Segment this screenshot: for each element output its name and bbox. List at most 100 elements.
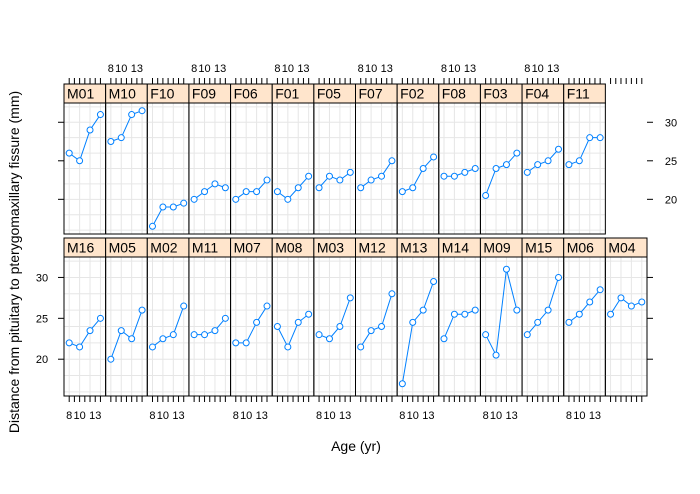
data-point	[430, 278, 438, 286]
y-tick-label-left: 30	[36, 272, 48, 284]
x-tick-label-bottom: 10	[407, 410, 419, 422]
data-point	[565, 161, 573, 169]
strip-label: M16	[67, 240, 94, 256]
strip-label: M12	[359, 240, 386, 256]
panel-m15: M15	[521, 237, 565, 397]
x-tick-label-top: 10	[282, 63, 294, 75]
data-point	[117, 134, 125, 142]
data-point	[502, 265, 510, 273]
data-point	[159, 335, 167, 343]
strip-label: M15	[525, 240, 552, 256]
data-point	[148, 343, 156, 351]
data-point	[315, 331, 323, 339]
panel-m10: M10	[105, 83, 148, 235]
data-point	[242, 339, 250, 347]
panels-layer: M01 M10 F10 F09 F06 F01 F05 F07 F02 F08 F03 F04 F11M…	[63, 83, 648, 397]
data-point	[346, 294, 354, 302]
data-point	[627, 302, 635, 310]
data-point	[159, 203, 167, 211]
series-line	[402, 156, 434, 193]
data-point	[513, 306, 521, 314]
strip-label: F10	[150, 86, 174, 102]
x-tick-label-top: 13	[547, 63, 559, 75]
series-line	[360, 293, 393, 348]
data-point	[398, 188, 406, 196]
data-point	[273, 188, 281, 196]
data-point	[336, 176, 344, 184]
data-point	[346, 168, 354, 176]
data-point	[523, 331, 531, 339]
panel-f02: F02	[396, 83, 440, 235]
x-tick-label-bottom: 8	[233, 410, 239, 422]
panel-f11: F11	[563, 83, 606, 235]
strip-label: M04	[608, 240, 635, 256]
data-point	[273, 323, 281, 330]
data-point	[221, 184, 229, 192]
x-tick-label-bottom: 10	[490, 410, 502, 422]
y-tick-label-right: 20	[665, 194, 677, 206]
data-point	[128, 111, 136, 119]
x-tick-label-bottom: 8	[66, 410, 72, 422]
data-point	[221, 314, 229, 322]
strip-label: M08	[275, 240, 302, 256]
panel-f06: F06	[230, 83, 273, 235]
data-point	[388, 290, 396, 298]
axes-layer: 8 10 13 8 10 13 8 10 13 8 10 13 8 10 13 8 10 138 10 13 8 10 13…	[36, 63, 677, 422]
series-line	[318, 297, 351, 340]
strip-label: M14	[442, 240, 469, 256]
x-tick-label-bottom: 10	[573, 410, 585, 422]
data-point	[315, 184, 323, 192]
x-tick-label-bottom: 8	[149, 410, 155, 422]
data-point	[86, 327, 94, 335]
data-point	[325, 172, 333, 180]
series-line	[235, 305, 268, 344]
x-tick-label-top: 8	[108, 63, 114, 75]
series-line	[276, 313, 309, 349]
data-point	[367, 327, 375, 335]
data-point	[107, 355, 115, 363]
data-point	[169, 331, 177, 339]
data-point	[232, 339, 240, 347]
data-point	[294, 184, 302, 192]
data-point	[388, 157, 396, 165]
data-point	[502, 161, 510, 169]
series-line	[110, 110, 143, 142]
data-point	[544, 157, 552, 165]
data-point	[180, 302, 188, 310]
strip-label: F08	[442, 86, 466, 102]
x-tick-label-top: 13	[214, 63, 226, 75]
strip-label: M10	[109, 86, 136, 102]
panel-m08: M08	[271, 237, 315, 397]
data-point	[440, 335, 448, 343]
data-point	[201, 331, 209, 339]
series-line	[194, 317, 226, 336]
data-point	[450, 310, 458, 318]
data-point	[607, 310, 615, 318]
x-axis-title: Age (yr)	[331, 438, 381, 454]
series-line	[318, 171, 351, 189]
strip-label: F11	[567, 86, 590, 102]
panel-f09: F09	[188, 83, 232, 235]
x-tick-label-bottom: 13	[339, 410, 351, 422]
data-point	[284, 343, 292, 351]
strip-label: F09	[192, 86, 216, 102]
panel-f03: F03	[479, 83, 523, 235]
strip-label: M01	[67, 86, 94, 102]
data-point	[180, 199, 188, 207]
data-point	[294, 318, 302, 326]
series-line	[235, 179, 268, 200]
data-point	[76, 343, 84, 351]
series-line	[485, 152, 518, 196]
data-point	[430, 153, 438, 161]
x-tick-label-top: 10	[448, 63, 460, 75]
panel-f10: F10	[146, 83, 190, 235]
strip-label: M09	[483, 240, 510, 256]
data-point	[471, 165, 479, 172]
data-point	[128, 335, 136, 343]
data-point	[440, 172, 448, 180]
panel-m07: M07	[230, 237, 273, 397]
panel-m06: M06	[563, 237, 606, 397]
data-point	[586, 134, 594, 142]
data-point	[555, 273, 563, 281]
